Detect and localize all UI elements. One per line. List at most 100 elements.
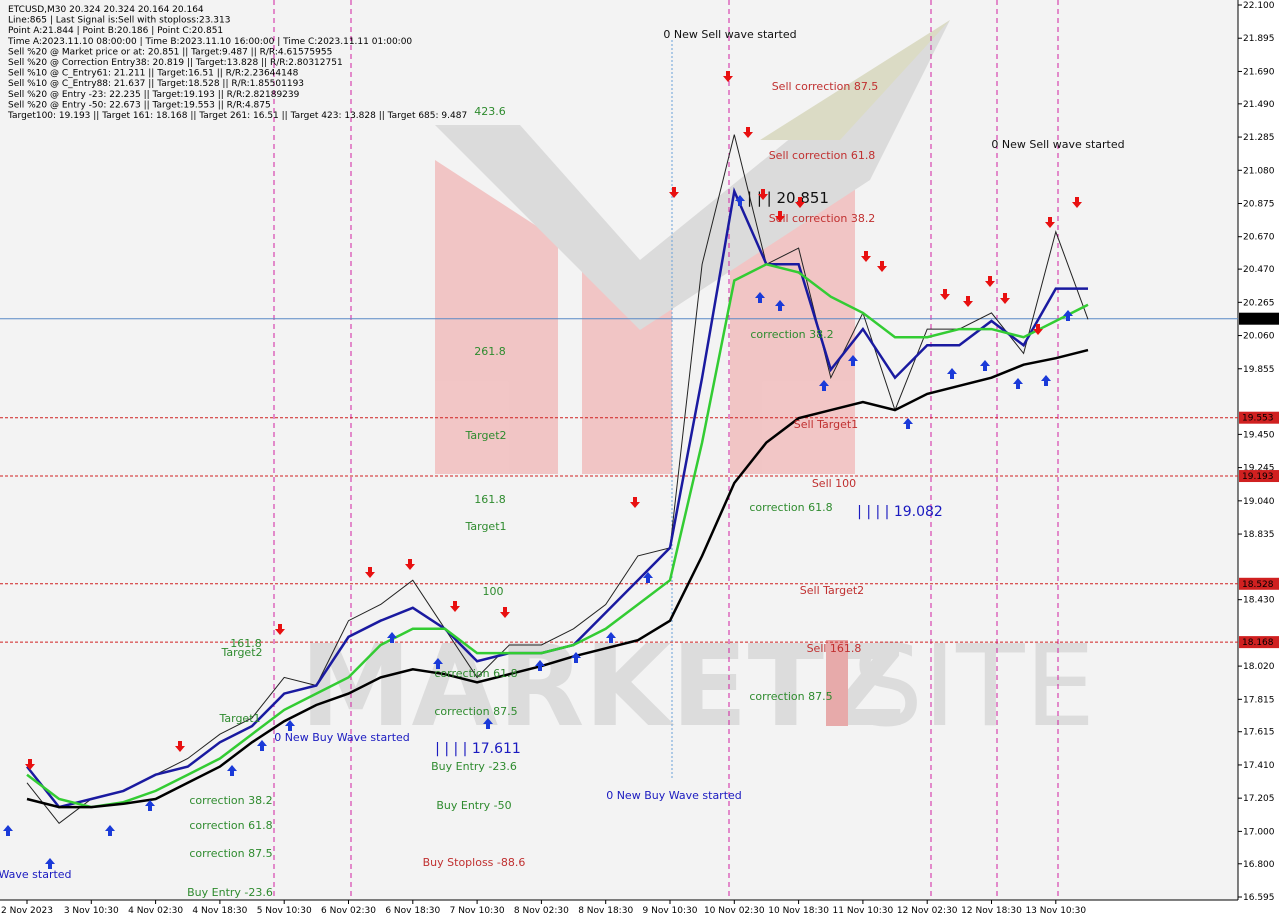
- x-tick-label: 2 Nov 2023: [1, 906, 53, 916]
- x-tick-label: 4 Nov 18:30: [192, 906, 247, 916]
- annotation: Buy Entry -23.6: [431, 760, 517, 773]
- logo-shape: [435, 160, 558, 474]
- sell-arrow: [940, 289, 950, 300]
- y-tick-label: 18.430: [1243, 596, 1275, 606]
- annotation: Sell correction 87.5: [772, 80, 879, 93]
- level-label: 18.528: [1242, 580, 1274, 590]
- annotation: correction 87.5: [749, 690, 832, 703]
- current-price-box: [1239, 312, 1279, 325]
- buy-arrow: [903, 418, 913, 429]
- annotation: Buy Entry -23.6: [187, 886, 273, 899]
- x-tick-label: 12 Nov 18:30: [961, 906, 1022, 916]
- annotation: | | | 20.851: [747, 189, 829, 207]
- annotation: correction 38.2: [750, 328, 833, 341]
- x-tick-label: 6 Nov 02:30: [321, 906, 376, 916]
- y-tick-label: 18.020: [1243, 662, 1275, 672]
- level-label-box: [1239, 411, 1279, 424]
- annotation: 0 New Sell wave started: [991, 138, 1124, 151]
- buy-arrow: [571, 652, 581, 663]
- sell-arrow: [1000, 293, 1010, 304]
- sell-arrow: [275, 624, 285, 635]
- session-lines: [273, 0, 1059, 900]
- sell-arrow: [861, 251, 871, 262]
- y-tick-label: 21.080: [1243, 166, 1275, 176]
- sell-arrow: [1033, 324, 1043, 335]
- buy-arrow: [433, 658, 443, 669]
- sell-arrow: [450, 601, 460, 612]
- info-line: Sell %10 @ C_Entry61: 21.211 || Target:1…: [8, 69, 299, 79]
- buy-arrow: [387, 632, 397, 643]
- level-label-box: [1239, 577, 1279, 590]
- annotation: correction 61.8: [434, 667, 517, 680]
- x-tick-label: 9 Nov 10:30: [643, 906, 698, 916]
- annotation: 423.6: [474, 105, 506, 118]
- buy-arrow: [643, 572, 653, 583]
- annotation: Sell Target2: [800, 584, 864, 597]
- info-line: Target100: 19.193 || Target 161: 18.168 …: [7, 111, 467, 121]
- annotation: Sell correction 61.8: [769, 149, 876, 162]
- sell-arrow: [877, 261, 887, 272]
- x-tick-label: 8 Nov 02:30: [514, 906, 569, 916]
- y-tick-label: 16.800: [1243, 860, 1275, 870]
- watermark-bar: [826, 640, 848, 726]
- buy-arrow: [227, 765, 237, 776]
- y-tick-label: 17.615: [1243, 728, 1275, 738]
- x-tick-label: 10 Nov 18:30: [768, 906, 829, 916]
- level-label: 18.168: [1242, 638, 1274, 648]
- x-tick-label: 11 Nov 10:30: [833, 906, 894, 916]
- watermark: MARKETZ: [300, 622, 905, 752]
- watermark: SITE: [852, 622, 1095, 752]
- sell-arrow: [405, 559, 415, 570]
- annotation: 0 New Buy Wave started: [606, 789, 742, 802]
- series-line: [26, 134, 1089, 824]
- series-line: [26, 262, 1089, 809]
- annotation: correction 38.2: [189, 794, 272, 807]
- y-tick-label: 19.450: [1243, 430, 1275, 440]
- info-line: Sell %20 @ Market price or at: 20.851 ||…: [8, 47, 332, 57]
- annotation: correction 61.8: [189, 819, 272, 832]
- annotation: Sell 100: [812, 477, 856, 490]
- annotation: correction 61.8: [749, 501, 832, 514]
- buy-arrow: [947, 368, 957, 379]
- sell-arrow: [25, 759, 35, 770]
- info-line: Sell %10 @ C_Entry88: 21.637 || Target:1…: [8, 79, 304, 89]
- logo-shape: [760, 20, 950, 140]
- annotation: Buy Entry -50: [436, 799, 511, 812]
- buy-arrow: [848, 355, 858, 366]
- sell-arrow: [963, 296, 973, 307]
- annotation: 161.8: [230, 637, 262, 650]
- sell-arrow: [795, 197, 805, 208]
- y-tick-label: 19.245: [1243, 464, 1275, 474]
- sell-arrow: [775, 211, 785, 222]
- logo-shapes: [435, 20, 950, 474]
- buy-arrow: [755, 292, 765, 303]
- buy-arrow: [105, 825, 115, 836]
- annotation: Sell correction 38.2: [769, 212, 876, 225]
- y-tick-label: 20.670: [1243, 233, 1275, 243]
- y-tick-label: 21.490: [1243, 100, 1275, 110]
- buy-arrow: [775, 300, 785, 311]
- info-line: Point A:21.844 | Point B:20.186 | Point …: [8, 26, 223, 36]
- info-line: Time A:2023.11.10 08:00:00 | Time B:2023…: [7, 37, 412, 47]
- buy-arrow: [1041, 375, 1051, 386]
- buy-arrow: [819, 380, 829, 391]
- y-tick-label: 17.815: [1243, 695, 1275, 705]
- annotation: | | | | 19.082: [857, 504, 943, 520]
- info-line: Sell %20 @ Entry -23: 22.235 || Target:1…: [8, 90, 300, 100]
- sell-arrow: [1045, 217, 1055, 228]
- buy-arrow: [257, 740, 267, 751]
- y-tick-label: 19.855: [1243, 365, 1275, 375]
- sell-arrow: [723, 71, 733, 82]
- y-tick-label: 22.100: [1243, 1, 1275, 11]
- sell-arrow: [1072, 197, 1082, 208]
- x-tick-label: 4 Nov 02:30: [128, 906, 183, 916]
- level-label-box: [1239, 636, 1279, 649]
- sell-arrow: [743, 127, 753, 138]
- y-tick-label: 17.000: [1243, 827, 1275, 837]
- annotation: Buy Stoploss -88.6: [423, 856, 526, 869]
- y-tick-label: 17.410: [1243, 761, 1275, 771]
- info-line: ETCUSD,M30 20.324 20.324 20.164 20.164: [8, 5, 204, 15]
- buy-arrow: [1013, 378, 1023, 389]
- level-label: 19.193: [1242, 472, 1274, 482]
- buy-arrow: [606, 632, 616, 643]
